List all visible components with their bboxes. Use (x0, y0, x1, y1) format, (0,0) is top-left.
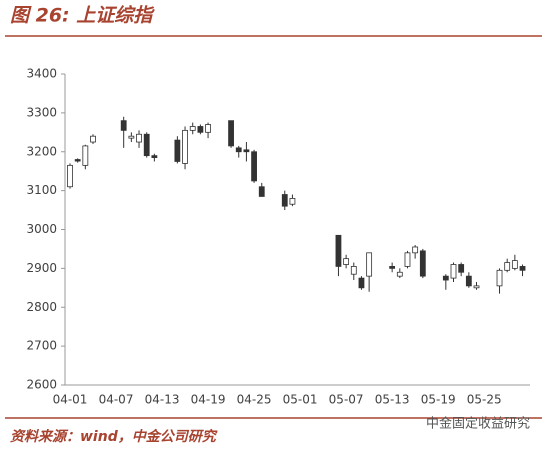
y-tick-label: 2800 (26, 300, 57, 314)
candle-body (120, 120, 127, 131)
source: 资料来源：wind，中金公司研究 (10, 428, 218, 445)
candle-body (458, 264, 465, 273)
x-tick-label: 04-13 (145, 393, 180, 407)
candle-body (74, 159, 81, 162)
candle-body (82, 145, 89, 166)
candle-body (235, 147, 242, 153)
candle-body (151, 155, 158, 158)
candle-body (243, 149, 250, 153)
y-tick-label: 2600 (26, 378, 57, 392)
candle-body (205, 124, 211, 133)
candle-body (419, 250, 426, 277)
candle-body (197, 126, 204, 133)
candle-body (189, 126, 196, 131)
watermark: 中金固定收益研究 (426, 416, 530, 432)
candle-body (289, 197, 296, 205)
candle-body (343, 258, 350, 265)
y-tick-label: 3400 (26, 67, 57, 81)
candle-body (389, 266, 396, 269)
y-tick-label: 3200 (26, 144, 57, 158)
y-tick-label: 3300 (26, 105, 57, 119)
y-tick-label: 2900 (26, 261, 57, 275)
candle-body (143, 133, 150, 157)
candle-body (182, 129, 188, 164)
candle-body (90, 135, 96, 143)
candle-body (251, 151, 257, 182)
candle-body (366, 252, 373, 277)
candle-body (258, 186, 265, 197)
x-tick-label: 05-07 (329, 393, 364, 407)
y-tick-label: 2700 (26, 339, 57, 353)
x-tick-label: 04-19 (191, 393, 226, 407)
candle-body (128, 135, 135, 139)
candle-body (473, 285, 480, 289)
candle-body (412, 246, 419, 254)
candle-body (450, 264, 457, 279)
candle-body (404, 252, 411, 267)
candle-body (228, 120, 234, 147)
candle-body (67, 164, 73, 188)
x-tick-label: 05-19 (421, 393, 456, 407)
candle-body (358, 277, 365, 289)
x-tick-label: 04-01 (53, 393, 88, 407)
x-tick-label: 05-13 (375, 393, 410, 407)
candle-body (396, 271, 403, 277)
x-tick-label: 05-25 (467, 393, 502, 407)
candle-body (511, 260, 518, 269)
candle-body (442, 275, 449, 281)
candle-body (335, 234, 342, 267)
y-tick-label: 3000 (26, 222, 57, 236)
chart-title: 图 26: 上证综指 (10, 5, 155, 27)
candle-body (174, 139, 181, 162)
candle-body (136, 133, 142, 143)
x-tick-label: 05-01 (283, 393, 318, 407)
x-tick-label: 04-25 (237, 393, 272, 407)
candle-body (465, 275, 472, 287)
candle-body (504, 262, 511, 271)
candle-body (519, 266, 526, 271)
candle-body (281, 194, 288, 207)
x-tick-label: 04-07 (99, 393, 134, 407)
y-tick-label: 3100 (26, 183, 57, 197)
candle-body (496, 269, 503, 287)
candle-body (350, 266, 357, 275)
